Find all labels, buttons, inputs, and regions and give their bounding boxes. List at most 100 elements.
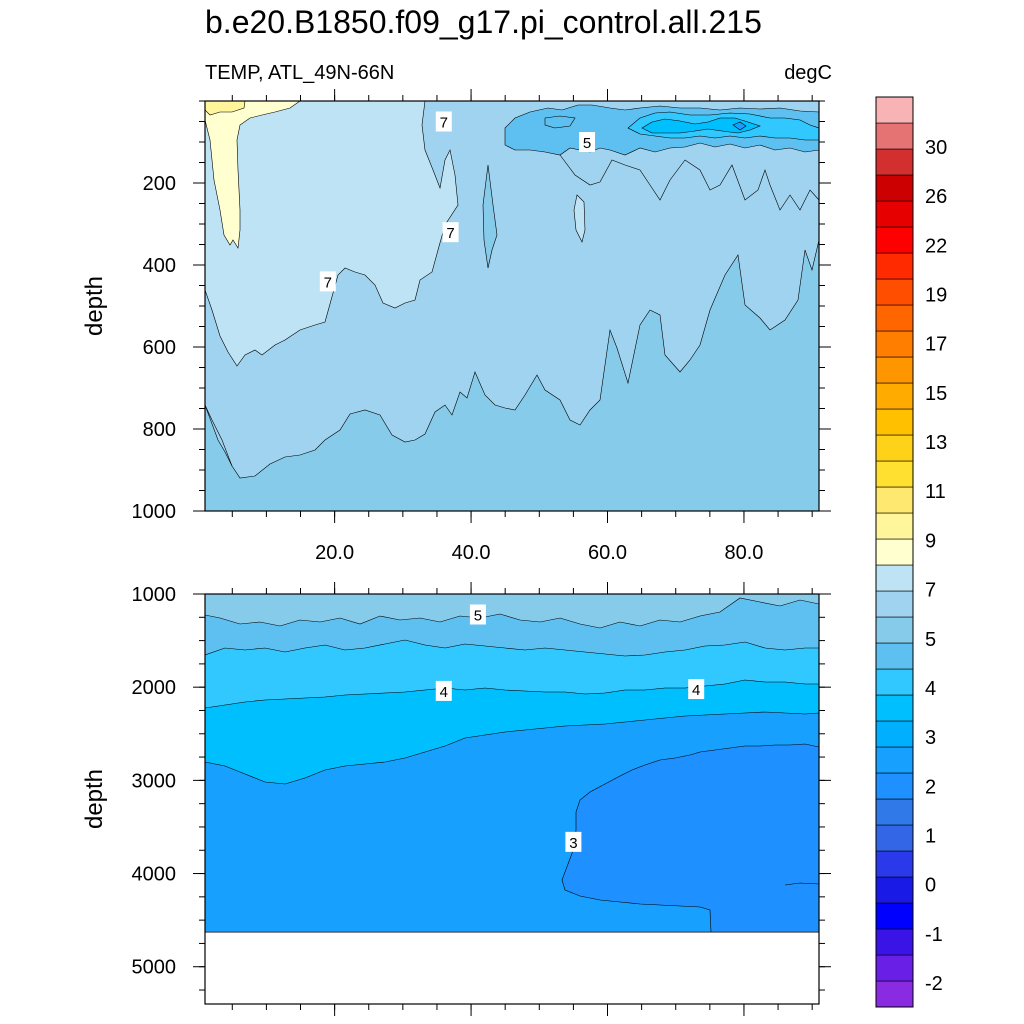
upper-band-7-8-island [573,194,586,243]
colorbar-label: 2 [925,776,936,798]
upper-band-5-6-island [482,164,498,269]
x-tick-label: 80.0 [724,542,763,564]
contour-label-box [442,222,459,243]
upper-axes: 20.0 40.0 60.0 80.0 200 400 600 800 1000 [132,89,831,564]
colorbar-label: 17 [925,334,947,356]
colorbar-swatch [875,408,914,436]
colorbar-swatch [875,330,914,358]
chart-title: b.e20.B1850.f09_g17.pi_control.all.215 [205,4,762,40]
colorbar-swatch [875,824,914,852]
colorbar-swatch [875,694,914,722]
upper-deep-contour [205,404,233,467]
upper-panel: 20.0 40.0 60.0 80.0 200 400 600 800 1000 7 5 7 7 de… [81,89,831,564]
lower-contour-labels: 5 4 4 3 [435,604,705,852]
colorbar-swatch [875,122,914,150]
upper-contour-a [559,154,819,211]
colorbar-label: 7 [925,580,936,602]
upper-band-3-4-spot [732,121,747,131]
y-tick-label: 4000 [132,864,177,886]
lower-panel: 1000 2000 3000 4000 5000 5 4 4 3 depth [81,582,831,1016]
colorbar-swatch [875,876,914,904]
upper-band-8-9-edge [205,101,246,116]
colorbar-swatch [875,642,914,670]
colorbar-swatch [875,668,914,696]
colorbar [875,96,914,1008]
lower-plot-frame [204,593,820,1005]
x-tick-label: 60.0 [588,542,627,564]
contour-label-box [579,132,596,152]
colorbar-swatch [875,174,914,202]
y-tick-label: 600 [143,337,176,359]
contour-label: 7 [442,222,459,243]
colorbar-label: -2 [925,973,943,995]
contour-label-text: 4 [692,682,700,699]
colorbar-swatch [875,902,914,930]
y-tick-label: 1000 [132,501,177,523]
colorbar-labels: 30 26 22 19 17 15 13 11 9 7 5 4 3 2 1 0 -1 -2 [925,137,947,995]
upper-band-4-5-left [544,115,576,129]
colorbar-swatch [875,564,914,592]
colorbar-swatch [875,382,914,410]
contour-label: 4 [435,680,452,701]
colorbar-swatch [875,460,914,488]
y-tick-label: 5000 [132,957,177,979]
contour-label-text: 7 [446,225,454,242]
y-tick-label: 2000 [132,677,177,699]
contour-label: 3 [565,831,582,852]
upper-band-8-9-strip [205,101,301,249]
colorbar-swatch [875,434,914,462]
contour-label: 5 [579,132,596,152]
contour-label-text: 7 [440,115,448,132]
contour-label-box [435,111,452,132]
y-tick-label: 200 [143,173,176,195]
variable-label: TEMP, ATL_49N-66N [205,62,395,84]
colorbar-swatch [875,980,914,1008]
contour-label-text: 5 [474,608,482,625]
colorbar-swatch [875,954,914,982]
contour-label: 7 [435,111,452,132]
colorbar-label: 26 [925,186,947,208]
colorbar-swatch [875,616,914,644]
colorbar-label: 4 [925,678,936,700]
lower-band-2-3 [561,743,819,933]
x-tick-label: 40.0 [452,542,491,564]
x-tick-label: 20.0 [315,542,354,564]
colorbar-frame [875,96,914,1008]
colorbar-swatch [875,590,914,618]
contour-label-text: 4 [440,684,448,701]
y-tick-label: 400 [143,255,176,277]
colorbar-swatch [875,304,914,332]
colorbar-swatch [875,486,914,514]
upper-band-7-8 [205,101,459,367]
contour-label-box [469,604,486,625]
colorbar-swatch [875,278,914,306]
colorbar-label: 19 [925,285,947,307]
colorbar-swatch [875,746,914,774]
contour-label-box [319,271,336,292]
contour-label-box [565,831,582,852]
colorbar-swatch [875,772,914,800]
upper-contour-labels: 7 5 7 7 [319,111,596,292]
colorbar-swatch [875,538,914,566]
colorbar-label: 13 [925,432,947,454]
colorbar-swatch [875,798,914,826]
lower-deep-contour [784,882,819,886]
colorbar-label: 9 [925,530,936,552]
contour-label-text: 3 [569,835,577,852]
contour-label: 4 [688,679,705,700]
upper-band-3-4 [641,117,761,134]
y-tick-label: 3000 [132,770,177,792]
colorbar-label: 0 [925,875,936,897]
colorbar-label: 11 [925,481,946,503]
colorbar-swatch [875,226,914,254]
contour-label-text: 7 [324,274,332,291]
contour-label-box [688,679,705,700]
colorbar-swatch [875,720,914,748]
colorbar-swatch [875,356,914,384]
contour-label: 7 [319,271,336,292]
colorbar-label: 3 [925,727,936,749]
contour-label-box [435,680,452,701]
colorbar-label: 5 [925,629,936,651]
lower-axes: 1000 2000 3000 4000 5000 [132,582,831,1016]
